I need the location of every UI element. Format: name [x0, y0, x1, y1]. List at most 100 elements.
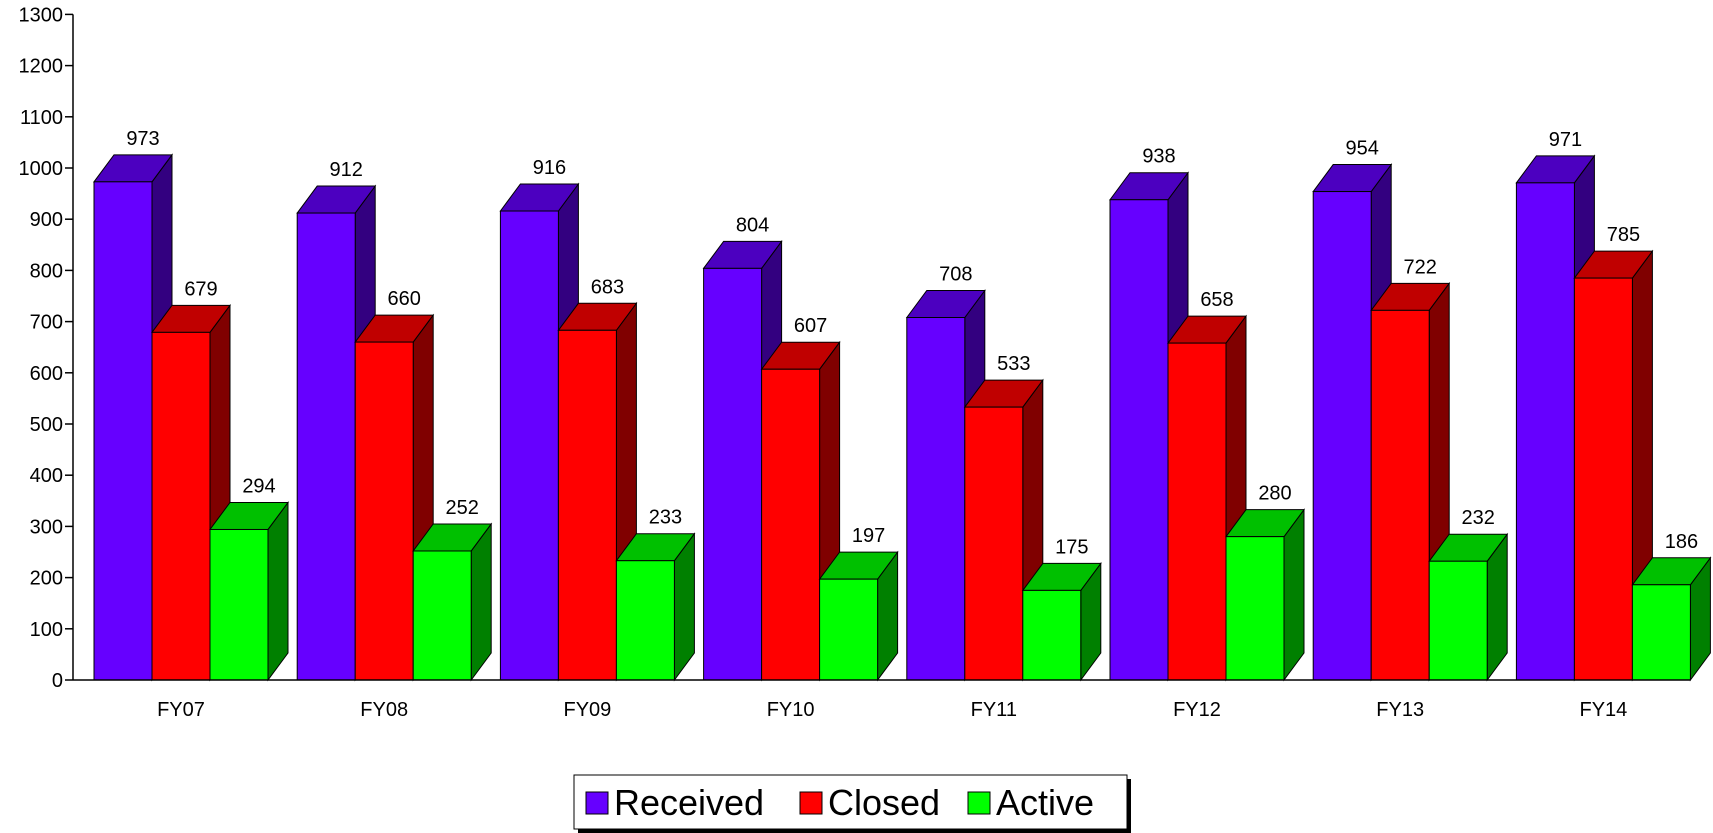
bar-front-closed-fy13 [1370, 309, 1430, 681]
legend-box [573, 774, 1128, 830]
bar-front-closed-fy07 [151, 331, 211, 681]
data-label-active-fy10: 197 [852, 525, 885, 547]
legend-swatch-active [967, 791, 991, 815]
bar-group-fy14: 971 785 186 [1515, 129, 1712, 682]
y-tick-label-500: 500 [30, 414, 63, 436]
data-label-received-fy08: 912 [330, 159, 363, 181]
y-tick-label-800: 800 [30, 260, 63, 282]
data-label-closed-fy09: 683 [591, 276, 624, 298]
bar-group-fy12: 938 658 280 [1109, 146, 1305, 682]
x-tick-label-fy11: FY11 [971, 699, 1017, 721]
y-tick-label-300: 300 [30, 516, 63, 538]
bar-front-active-fy08 [412, 550, 472, 681]
data-label-received-fy13: 954 [1346, 138, 1379, 160]
x-tick-label-fy07: FY07 [157, 699, 205, 721]
bar-group-fy13: 954 722 232 [1312, 138, 1509, 682]
y-tick-label-1100: 1100 [20, 107, 63, 129]
legend-swatch-closed [799, 791, 823, 815]
legend-label-closed: Closed [828, 782, 940, 823]
bar-front-closed-fy08 [354, 341, 414, 681]
bar-front-received-fy10 [703, 267, 763, 681]
bar-front-received-fy11 [906, 317, 966, 681]
bar-side-active-fy07 [267, 500, 289, 682]
bar-active-fy07: 294 [209, 475, 289, 682]
x-tick-label-fy09: FY09 [563, 699, 611, 721]
y-tick-label-1300: 1300 [19, 4, 64, 26]
bar-active-fy14: 186 [1631, 531, 1712, 682]
legend-label-active: Active [996, 782, 1094, 823]
bar-active-fy09: 233 [615, 507, 696, 682]
bar-front-active-fy14 [1631, 584, 1691, 681]
data-label-closed-fy11: 533 [997, 353, 1030, 375]
bar-front-closed-fy12 [1167, 342, 1227, 681]
legend-item-closed: Closed [799, 782, 940, 823]
bar-front-received-fy08 [296, 212, 356, 681]
bar-closed-fy13: 722 [1370, 256, 1451, 682]
bar-front-active-fy12 [1225, 536, 1285, 681]
bar-side-active-fy12 [1283, 508, 1305, 682]
x-tick-label-fy08: FY08 [360, 699, 408, 721]
bar-front-closed-fy09 [557, 329, 617, 681]
data-label-closed-fy14: 785 [1607, 224, 1640, 246]
bar-front-closed-fy10 [761, 368, 821, 681]
bar-front-active-fy13 [1428, 560, 1488, 681]
bar-active-fy08: 252 [412, 497, 493, 682]
data-label-active-fy12: 280 [1258, 483, 1291, 505]
bar-front-received-fy14 [1515, 182, 1575, 681]
bar-front-received-fy13 [1312, 191, 1372, 681]
data-label-active-fy13: 232 [1462, 507, 1495, 529]
data-label-active-fy07: 294 [242, 475, 275, 497]
data-label-received-fy11: 708 [939, 264, 972, 286]
data-label-active-fy11: 175 [1055, 536, 1088, 558]
x-tick-label-fy14: FY14 [1579, 699, 1627, 721]
data-label-closed-fy12: 658 [1200, 289, 1233, 311]
y-tick-label-100: 100 [30, 619, 63, 641]
bar-front-received-fy12 [1109, 199, 1169, 681]
bar-active-fy11: 175 [1021, 536, 1102, 682]
y-tick-label-200: 200 [30, 568, 63, 590]
legend-label-received: Received [614, 782, 764, 823]
x-tick-label-fy10: FY10 [767, 699, 815, 721]
data-label-closed-fy07: 679 [184, 278, 217, 300]
data-label-received-fy09: 916 [533, 157, 566, 179]
x-tick-label-fy12: FY12 [1173, 699, 1221, 721]
bar-front-active-fy09 [615, 560, 675, 681]
bar-group-fy11: 708 533 175 [905, 264, 1102, 682]
bar-closed-fy07: 679 [151, 278, 231, 682]
x-tick-label-fy13: FY13 [1376, 699, 1424, 721]
y-tick-label-1000: 1000 [19, 158, 64, 180]
x-axis: FY07 FY08 FY09 FY10 FY11 FY12 FY13 FY14 [73, 679, 1691, 721]
y-tick-label-400: 400 [30, 465, 63, 487]
y-axis: 0 100 200 300 400 500 600 700 800 900 1000 1100 1200… [19, 4, 74, 692]
bar-front-closed-fy11 [964, 406, 1024, 681]
bar-group-fy09: 916 683 233 [499, 157, 696, 682]
data-label-received-fy07: 973 [126, 128, 159, 150]
data-label-closed-fy10: 607 [794, 315, 827, 337]
bar-front-received-fy09 [499, 210, 559, 681]
bar-front-active-fy10 [819, 578, 879, 681]
y-tick-label-700: 700 [30, 312, 63, 334]
legend-item-received: Received [585, 782, 764, 823]
bar-front-active-fy07 [209, 528, 269, 681]
bar-front-received-fy07 [93, 181, 153, 681]
bar-group-fy07: 973 679 294 [93, 128, 289, 682]
bar-group-fy10: 804 607 197 [702, 214, 899, 682]
data-label-closed-fy08: 660 [388, 288, 421, 310]
data-label-closed-fy13: 722 [1404, 256, 1437, 278]
data-label-received-fy10: 804 [736, 214, 769, 236]
legend-item-active: Active [967, 782, 1094, 823]
legend-swatch-received [585, 791, 609, 815]
data-label-active-fy14: 186 [1665, 531, 1698, 553]
bar-front-active-fy11 [1022, 589, 1082, 681]
y-tick-label-0: 0 [52, 670, 63, 692]
bar-group-fy08: 912 660 252 [296, 159, 493, 682]
bar-active-fy12: 280 [1225, 483, 1305, 682]
y-tick-label-1200: 1200 [19, 56, 64, 78]
legend: Received Closed Active [573, 774, 1131, 833]
bar-active-fy10: 197 [818, 525, 899, 682]
y-tick-label-600: 600 [30, 363, 63, 385]
data-label-active-fy08: 252 [446, 497, 479, 519]
data-label-active-fy09: 233 [649, 507, 682, 529]
y-tick-label-900: 900 [30, 209, 63, 231]
